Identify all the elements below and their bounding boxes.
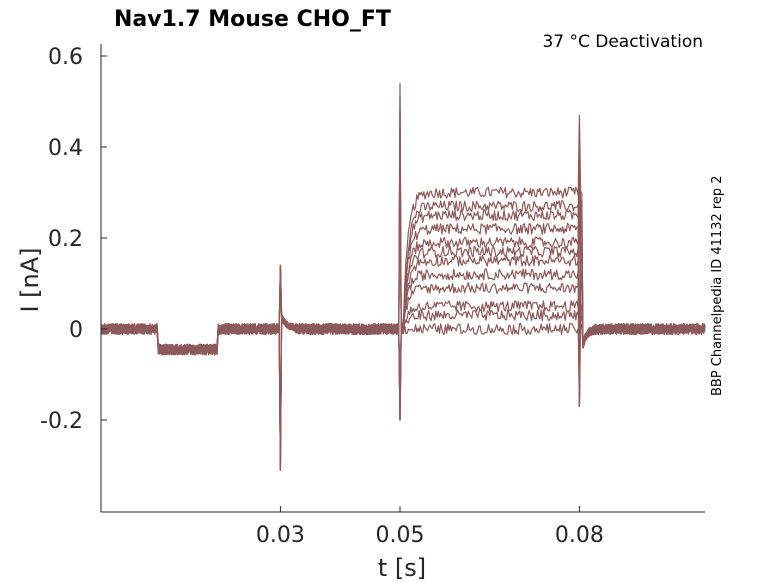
source-id-label: BBP Channelpedia ID 41132 rep 2 <box>710 175 725 396</box>
x-axis-label: t [s] <box>378 554 426 582</box>
condition-annotation: 37 °C Deactivation <box>542 32 703 52</box>
x-tick-label: 0.03 <box>256 523 305 548</box>
trace-line <box>100 82 706 356</box>
trace-line <box>100 200 706 471</box>
trace-line <box>100 149 706 356</box>
y-tick-label: 0 <box>69 318 83 343</box>
chart-title: Nav1.7 Mouse CHO_FT <box>114 7 391 32</box>
y-tick-label: -0.2 <box>40 409 83 434</box>
y-ticks: -0.2 0 0.2 0.4 0.6 <box>40 45 107 434</box>
trace-line <box>100 316 706 471</box>
x-tick-label: 0.08 <box>555 523 604 548</box>
y-tick-label: 0.6 <box>48 45 83 70</box>
x-tick-label: 0.05 <box>376 523 425 548</box>
trace-line <box>100 245 706 471</box>
x-ticks: 0.03 0.05 0.08 <box>256 506 604 548</box>
y-tick-label: 0.4 <box>48 136 83 161</box>
trace-line <box>100 268 706 471</box>
trace-group <box>100 82 706 471</box>
y-tick-label: 0.2 <box>48 227 83 252</box>
y-axis-label: I [nA] <box>16 247 44 312</box>
